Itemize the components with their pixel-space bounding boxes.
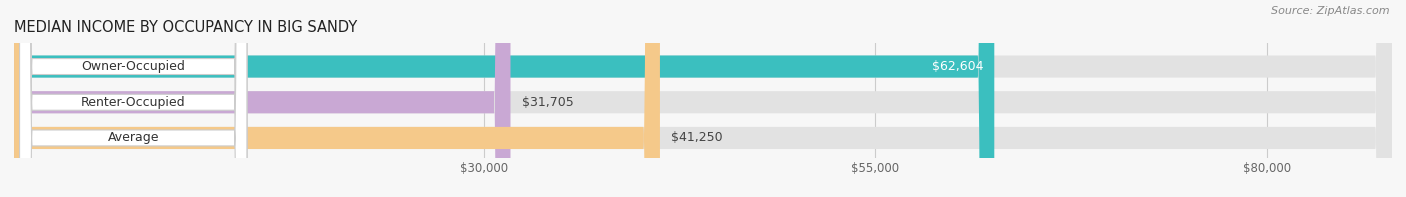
FancyBboxPatch shape [20, 0, 247, 197]
FancyBboxPatch shape [14, 0, 1392, 197]
Text: Owner-Occupied: Owner-Occupied [82, 60, 186, 73]
Text: Renter-Occupied: Renter-Occupied [82, 96, 186, 109]
Text: $62,604: $62,604 [932, 60, 983, 73]
Text: MEDIAN INCOME BY OCCUPANCY IN BIG SANDY: MEDIAN INCOME BY OCCUPANCY IN BIG SANDY [14, 20, 357, 35]
FancyBboxPatch shape [14, 0, 1392, 197]
Text: Source: ZipAtlas.com: Source: ZipAtlas.com [1271, 6, 1389, 16]
FancyBboxPatch shape [14, 0, 1392, 197]
Text: $41,250: $41,250 [671, 131, 723, 144]
Text: Average: Average [107, 131, 159, 144]
FancyBboxPatch shape [20, 0, 247, 197]
Text: $31,705: $31,705 [522, 96, 574, 109]
FancyBboxPatch shape [14, 0, 994, 197]
FancyBboxPatch shape [20, 0, 247, 197]
FancyBboxPatch shape [14, 0, 659, 197]
FancyBboxPatch shape [14, 0, 510, 197]
